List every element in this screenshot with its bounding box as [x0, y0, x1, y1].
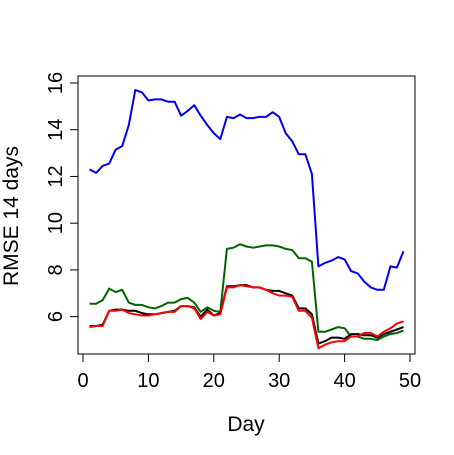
x-tick-label: 30: [268, 370, 290, 392]
y-tick-label: 8: [45, 264, 67, 275]
x-tick-label: 0: [77, 370, 88, 392]
series-line-1: [89, 89, 405, 291]
series-line-4: [89, 284, 404, 350]
series-layer: [89, 89, 405, 350]
y-tick-label: 10: [45, 212, 67, 234]
x-tick-label: 40: [333, 370, 355, 392]
series-line-2: [89, 243, 404, 341]
y-axis: 6 8 10 12 14 16: [45, 72, 79, 322]
y-tick-label: 14: [45, 119, 67, 141]
x-axis-title: Day: [227, 413, 265, 436]
y-tick-label: 12: [45, 165, 67, 187]
y-axis-title: RMSE 14 days: [0, 146, 23, 286]
x-axis: 0 10 20 30 40 50: [77, 353, 421, 392]
y-tick-label: 6: [45, 311, 67, 322]
x-tick-label: 10: [137, 370, 159, 392]
x-tick-label: 50: [399, 370, 421, 392]
y-tick-label: 16: [45, 72, 67, 94]
series-line-3: [89, 284, 404, 345]
x-tick-label: 20: [203, 370, 225, 392]
